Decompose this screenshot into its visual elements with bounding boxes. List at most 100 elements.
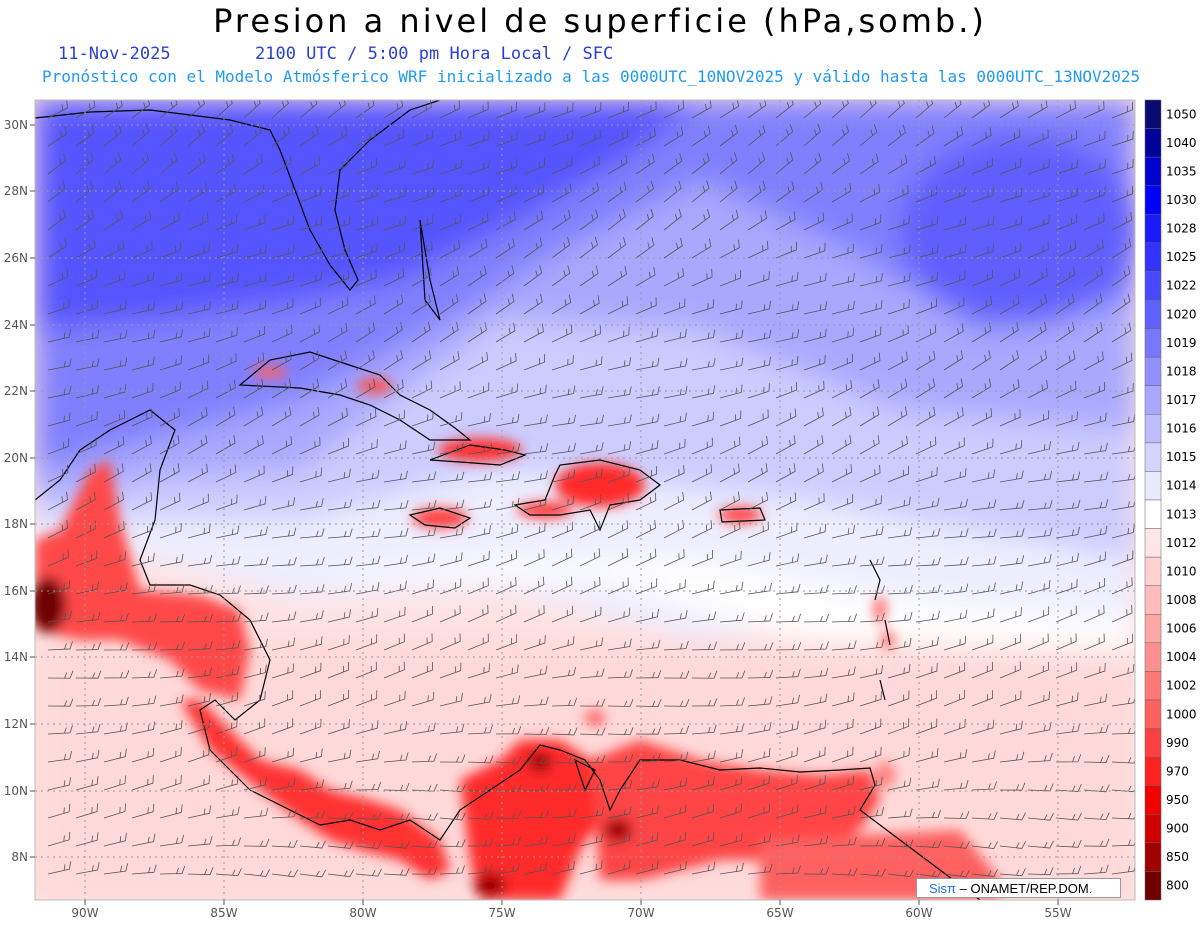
- wind-barb: [803, 272, 827, 287]
- wind-barb: [915, 125, 935, 147]
- wind-barb: [383, 215, 406, 231]
- wind-barb: [635, 101, 657, 119]
- wind-barb: [943, 498, 968, 511]
- wind-barb: [271, 839, 298, 848]
- wind-barb: [999, 812, 1026, 821]
- wind-barb: [439, 723, 465, 735]
- wind-barb: [607, 832, 631, 847]
- wind-barb: [467, 863, 493, 875]
- wind-barb: [1055, 552, 1079, 567]
- wind-barb: [103, 240, 125, 259]
- wind-barb: [999, 720, 1023, 735]
- wind-barb: [523, 354, 545, 371]
- wind-barb: [691, 125, 711, 147]
- wind-barb: [691, 299, 715, 315]
- wind-barb: [411, 187, 435, 203]
- wind-barb: [75, 862, 100, 875]
- wind-barb: [523, 323, 544, 343]
- wind-barb: [915, 298, 938, 315]
- wind-barb: [859, 746, 882, 763]
- wind-barb: [355, 528, 381, 539]
- wind-barb: [1083, 265, 1103, 287]
- wind-barb: [775, 181, 795, 203]
- wind-barb: [215, 464, 237, 483]
- wind-barb: [663, 465, 685, 483]
- wind-barb: [355, 378, 376, 399]
- wind-barb: [999, 633, 1021, 651]
- wind-barb: [719, 152, 738, 175]
- wind-barb: [915, 840, 942, 849]
- colorbar-swatch: [1144, 871, 1162, 901]
- wind-barb: [1055, 240, 1077, 259]
- wind-barb: [327, 635, 350, 651]
- wind-barb: [803, 242, 826, 259]
- wind-barb: [971, 438, 994, 455]
- wind-barb: [691, 100, 712, 119]
- wind-barb: [1083, 838, 1110, 847]
- wind-barb: [607, 181, 627, 203]
- wind-barb: [607, 326, 630, 343]
- wind-barb: [607, 266, 627, 287]
- wind-barb: [75, 357, 100, 371]
- wind-barb: [439, 239, 460, 259]
- wind-barb: [915, 497, 940, 511]
- wind-barb: [663, 804, 687, 819]
- wind-barb: [719, 239, 740, 259]
- pressure-colorbar: 1050 1040 1035 1030 1028 1025 1022 1020 1019 1018…: [1144, 99, 1197, 901]
- wind-barb: [467, 212, 489, 231]
- wind-barb: [131, 552, 155, 567]
- wind-barb: [467, 265, 487, 287]
- wind-barb: [719, 329, 744, 343]
- wind-barb: [439, 442, 464, 455]
- wind-barb: [1083, 381, 1105, 399]
- wind-barb: [803, 354, 826, 371]
- wind-barb: [943, 556, 969, 567]
- wind-barb: [383, 633, 405, 651]
- wind-barb: [1111, 352, 1133, 371]
- wind-barb: [215, 494, 238, 511]
- wind-barb: [551, 130, 574, 147]
- wind-barb: [635, 608, 659, 623]
- wind-barb: [215, 435, 236, 455]
- wind-barb: [411, 380, 433, 399]
- wind-barb: [691, 180, 710, 203]
- wind-barb: [663, 358, 688, 371]
- wind-barb: [271, 466, 294, 483]
- wind-barb: [719, 384, 743, 399]
- colorbar-label: 900: [1166, 822, 1189, 836]
- wind-barb: [1027, 267, 1048, 287]
- wind-barb: [915, 467, 938, 483]
- wind-barb: [887, 325, 909, 343]
- colorbar-swatch: [1144, 785, 1162, 815]
- wind-barb: [47, 803, 71, 819]
- wind-barb: [243, 664, 267, 679]
- wind-barb: [131, 463, 152, 483]
- wind-barb: [719, 642, 746, 651]
- wind-barb: [159, 152, 178, 175]
- wind-barb: [887, 299, 910, 315]
- wind-barb: [1055, 266, 1076, 287]
- wind-barb: [887, 808, 913, 819]
- wind-barb: [327, 270, 350, 287]
- wind-barb: [243, 691, 266, 707]
- wind-barb: [1027, 129, 1049, 147]
- wind-barb: [439, 100, 461, 119]
- wind-barb: [663, 698, 690, 707]
- wind-barb: [1027, 350, 1048, 371]
- wind-barb: [999, 690, 1022, 707]
- wind-barb: [271, 869, 299, 878]
- wind-barb: [859, 665, 884, 679]
- coastlines: [35, 100, 981, 900]
- wind-barb: [1055, 605, 1077, 623]
- wind-barb: [47, 641, 73, 651]
- wind-barb: [1055, 441, 1080, 455]
- colorbar-label: 1035: [1166, 164, 1197, 178]
- wind-barb: [103, 409, 125, 427]
- wind-barb: [747, 271, 770, 287]
- wind-barb: [971, 469, 996, 483]
- wind-barb: [467, 633, 489, 651]
- wind-barb: [355, 690, 378, 707]
- colorbar-label: 1020: [1166, 307, 1197, 321]
- wind-barb: [523, 210, 544, 231]
- wind-barb: [691, 411, 715, 427]
